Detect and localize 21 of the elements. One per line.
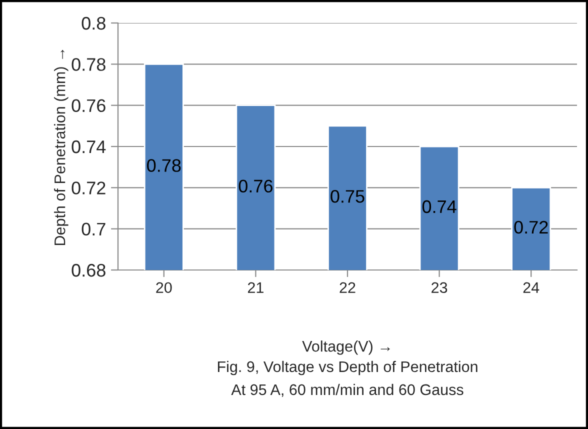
x-tick-label: 22 bbox=[340, 282, 356, 293]
x-tick-label: 20 bbox=[156, 282, 172, 294]
x-tick-label: 23 bbox=[432, 282, 448, 294]
data-label: 0.78 bbox=[147, 159, 181, 172]
y-tick-label: 0.68 bbox=[72, 264, 106, 277]
data-label: 0.75 bbox=[330, 190, 364, 203]
x-tick-label: 21 bbox=[248, 282, 264, 293]
text: At 95 A, 60 mm/min and 60 Gauss bbox=[231, 384, 464, 397]
y-tick-label: 0.74 bbox=[72, 140, 106, 154]
data-label: 0.76 bbox=[238, 180, 272, 193]
data-label: 0.74 bbox=[422, 200, 456, 214]
y-tick-label: 0.78 bbox=[72, 58, 106, 71]
y-axis-title: Depth of Penetration (mm) → bbox=[54, 50, 68, 246]
x-tick-label: 24 bbox=[523, 282, 540, 293]
caption: Fig. 9, Voltage vs Depth of Penetration bbox=[218, 360, 478, 376]
y-tick-label: 0.72 bbox=[72, 182, 106, 194]
data-label: 0.72 bbox=[514, 220, 548, 234]
y-tick-label: 0.8 bbox=[82, 16, 106, 30]
x-axis-title: Voltage(V) → bbox=[302, 340, 390, 355]
y-tick-label: 0.76 bbox=[72, 99, 106, 112]
y-tick-label: 0.7 bbox=[82, 222, 106, 236]
